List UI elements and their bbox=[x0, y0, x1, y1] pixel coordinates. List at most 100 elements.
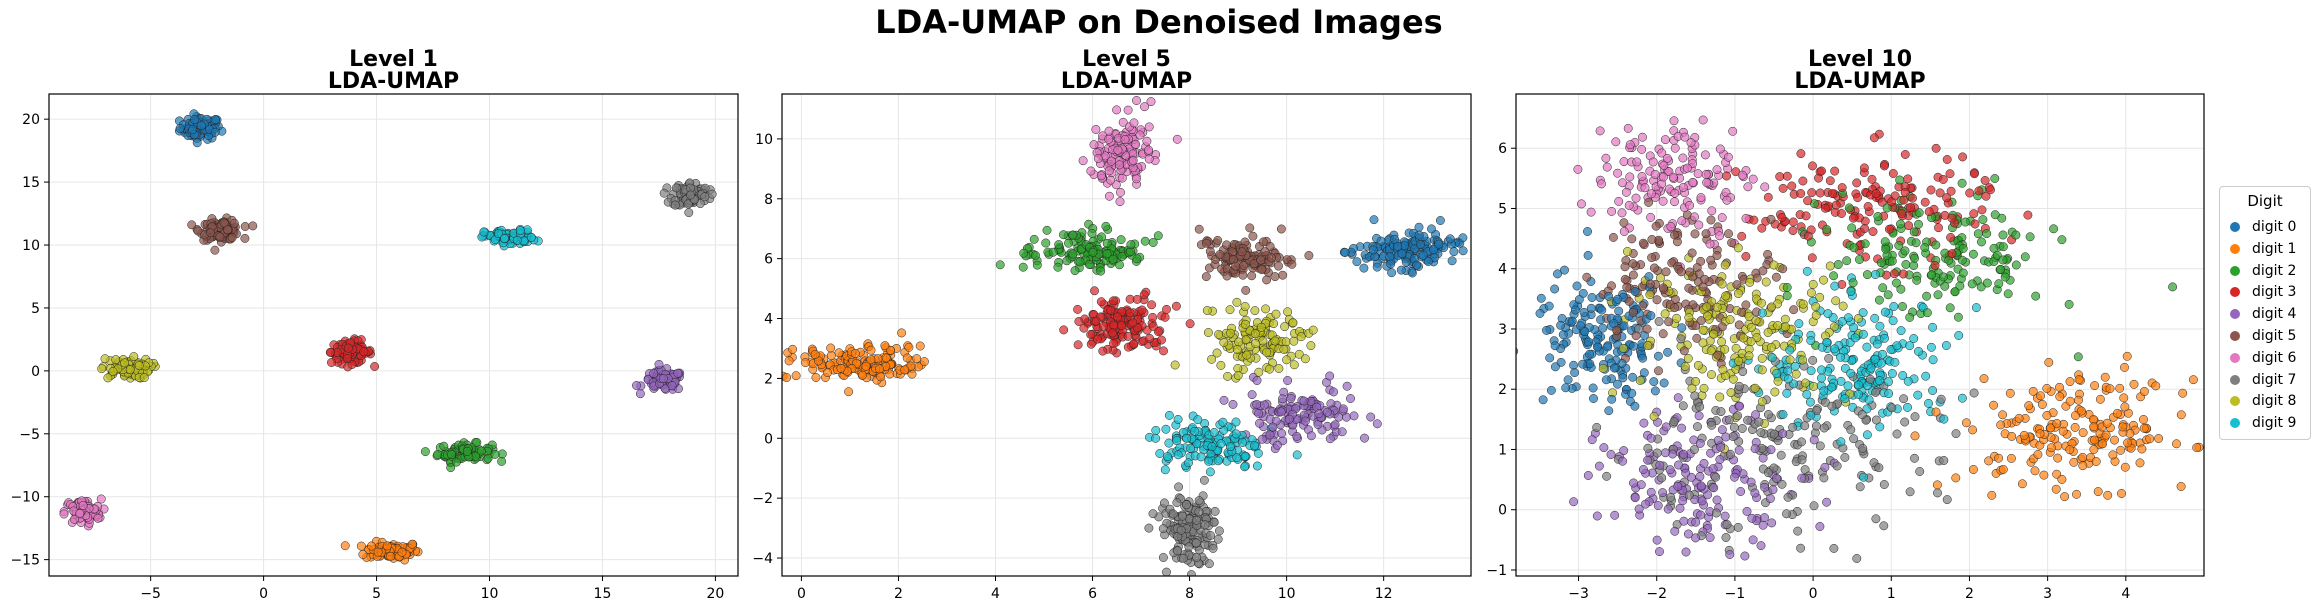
point-digit-1 bbox=[823, 368, 833, 378]
point-digit-4 bbox=[667, 381, 677, 391]
point-digit-5 bbox=[1194, 224, 1204, 234]
point-digit-3 bbox=[1942, 155, 1952, 164]
point-digit-9 bbox=[1888, 316, 1898, 326]
legend-item: digit 9 bbox=[2230, 413, 2296, 433]
point-digit-1 bbox=[2076, 406, 2086, 416]
point-digit-4 bbox=[1278, 394, 1287, 404]
point-digit-4 bbox=[1778, 429, 1788, 439]
point-digit-9 bbox=[1928, 355, 1938, 365]
point-digit-8 bbox=[1766, 343, 1776, 352]
point-digit-0 bbox=[1546, 385, 1556, 395]
legend-marker bbox=[2230, 287, 2240, 298]
point-digit-7 bbox=[1158, 553, 1168, 562]
point-digit-3 bbox=[1863, 202, 1873, 211]
y-tick-label: 20 bbox=[22, 112, 40, 128]
point-digit-4 bbox=[1314, 409, 1324, 419]
point-digit-9 bbox=[1184, 458, 1193, 468]
point-digit-2 bbox=[1967, 279, 1977, 289]
point-digit-9 bbox=[1909, 334, 1919, 343]
point-digit-9 bbox=[1806, 410, 1816, 420]
point-digit-9 bbox=[1850, 333, 1860, 343]
point-digit-7 bbox=[1797, 437, 1806, 447]
point-digit-4 bbox=[1746, 477, 1756, 487]
point-digit-8 bbox=[1733, 243, 1743, 253]
point-digit-9 bbox=[1225, 442, 1235, 451]
point-digit-8 bbox=[1721, 291, 1731, 301]
point-digit-0 bbox=[1560, 265, 1569, 275]
point-digit-9 bbox=[1971, 303, 1981, 313]
point-digit-1 bbox=[397, 547, 407, 557]
point-digit-8 bbox=[1202, 306, 1212, 315]
point-digit-6 bbox=[1142, 136, 1152, 146]
point-digit-9 bbox=[1232, 453, 1242, 463]
point-digit-7 bbox=[1829, 543, 1839, 553]
point-digit-2 bbox=[1860, 239, 1870, 249]
point-digit-5 bbox=[1256, 255, 1266, 265]
point-digit-7 bbox=[1840, 452, 1850, 462]
y-tick-label: 6 bbox=[1498, 141, 1507, 157]
point-digit-1 bbox=[2178, 388, 2188, 398]
point-digit-6 bbox=[1637, 172, 1647, 181]
point-digit-3 bbox=[1945, 169, 1955, 179]
y-tick-label: 0 bbox=[1498, 503, 1507, 519]
point-digit-8 bbox=[1271, 309, 1281, 319]
point-digit-1 bbox=[2137, 444, 2147, 454]
point-digit-6 bbox=[1106, 156, 1116, 166]
point-digit-4 bbox=[1673, 481, 1683, 491]
point-digit-3 bbox=[1782, 171, 1792, 181]
point-digit-9 bbox=[1819, 386, 1829, 396]
point-digit-3 bbox=[1099, 321, 1109, 331]
point-digit-9 bbox=[1772, 368, 1782, 378]
point-digit-6 bbox=[1144, 154, 1154, 164]
point-digit-3 bbox=[1871, 189, 1881, 199]
point-digit-1 bbox=[407, 539, 417, 549]
point-digit-9 bbox=[500, 234, 509, 243]
point-digit-2 bbox=[1957, 255, 1967, 265]
point-digit-3 bbox=[1148, 312, 1158, 322]
point-digit-2 bbox=[476, 446, 486, 456]
point-digit-5 bbox=[1698, 282, 1708, 292]
point-digit-5 bbox=[1644, 197, 1654, 207]
point-digit-3 bbox=[325, 347, 335, 357]
point-digit-6 bbox=[1618, 178, 1627, 188]
point-digit-3 bbox=[1899, 195, 1909, 205]
point-digit-2 bbox=[1084, 260, 1094, 269]
y-tick-label: 6 bbox=[764, 252, 773, 268]
point-digit-8 bbox=[1757, 365, 1767, 375]
point-digit-9 bbox=[1870, 313, 1880, 323]
point-digit-2 bbox=[1953, 312, 1963, 322]
point-digit-2 bbox=[1075, 257, 1085, 267]
point-digit-3 bbox=[1798, 176, 1808, 186]
point-digit-1 bbox=[2103, 490, 2113, 500]
y-tick-label: 0 bbox=[764, 431, 773, 447]
point-digit-1 bbox=[2135, 458, 2145, 468]
point-digit-6 bbox=[1625, 140, 1635, 150]
point-digit-8 bbox=[1294, 349, 1304, 359]
point-digit-2 bbox=[1958, 268, 1968, 278]
point-digit-0 bbox=[1649, 377, 1659, 387]
point-digit-1 bbox=[2089, 422, 2099, 432]
point-digit-5 bbox=[1215, 250, 1225, 259]
point-digit-1 bbox=[358, 550, 368, 559]
point-digit-1 bbox=[1910, 431, 1920, 441]
point-digit-2 bbox=[1931, 240, 1941, 250]
point-digit-0 bbox=[1553, 269, 1562, 279]
point-digit-9 bbox=[1231, 429, 1241, 439]
point-digit-5 bbox=[1664, 317, 1674, 327]
point-digit-2 bbox=[1018, 262, 1028, 272]
point-digit-0 bbox=[1435, 216, 1445, 225]
point-digit-1 bbox=[1968, 465, 1978, 474]
points bbox=[59, 109, 717, 565]
point-digit-8 bbox=[1809, 381, 1819, 391]
point-digit-4 bbox=[1292, 431, 1302, 441]
point-digit-7 bbox=[1776, 450, 1786, 460]
point-digit-3 bbox=[1935, 188, 1945, 198]
point-digit-1 bbox=[876, 372, 886, 382]
point-digit-0 bbox=[1340, 248, 1350, 257]
point-digit-9 bbox=[1822, 337, 1832, 347]
point-digit-2 bbox=[1108, 254, 1118, 264]
point-digit-6 bbox=[1104, 166, 1114, 176]
point-digit-7 bbox=[1181, 500, 1191, 510]
point-digit-1 bbox=[2118, 422, 2128, 432]
point-digit-3 bbox=[1969, 169, 1979, 179]
